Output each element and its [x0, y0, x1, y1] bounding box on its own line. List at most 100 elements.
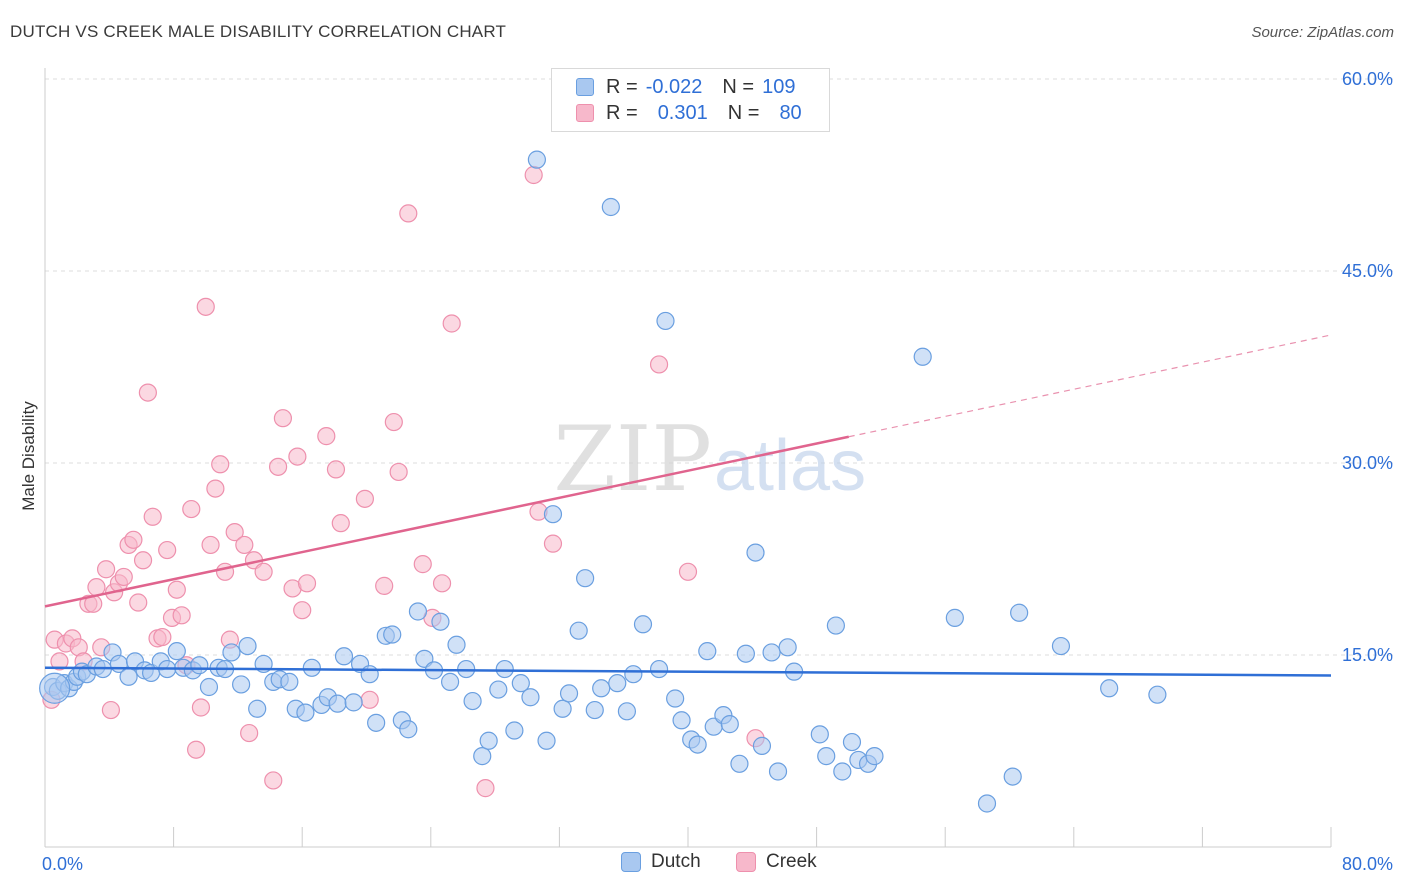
creek-point [167, 580, 186, 599]
dutch-point [222, 643, 241, 662]
dutch-point [736, 644, 755, 663]
creek-point [187, 740, 206, 759]
bottom-legend-dutch: Dutch [621, 851, 701, 873]
dutch-point [720, 715, 739, 734]
dutch-point [527, 150, 546, 169]
dutch-point [666, 689, 685, 708]
dutch-point [569, 621, 588, 640]
dutch-point [592, 679, 611, 698]
dutch-point [238, 636, 257, 656]
creek-point [268, 457, 288, 476]
creek-trend-extension [848, 334, 1332, 438]
creek-point [399, 204, 418, 223]
creek-points [42, 165, 765, 798]
dutch-point [778, 638, 797, 657]
dutch-point [328, 694, 347, 713]
creek-point [211, 455, 230, 474]
creek-point [96, 560, 116, 579]
creek-point [182, 499, 201, 519]
creek-point [355, 489, 374, 508]
dutch-point [399, 720, 418, 739]
dutch-point [167, 642, 186, 661]
dutch-point [473, 747, 492, 766]
creek-point [206, 479, 225, 498]
tick-labels: 15.0% 30.0% 45.0% 60.0% 0.0% 80.0% [42, 69, 1393, 874]
dutch-point [463, 691, 482, 711]
dutch-point [624, 665, 643, 684]
dutch-point [232, 675, 251, 694]
creek-point [196, 297, 215, 316]
creek-point [297, 574, 317, 593]
creek-point [225, 523, 244, 542]
dutch-point [576, 569, 595, 588]
dutch-point [730, 754, 749, 773]
dutch-point [521, 688, 540, 707]
creek-point [133, 551, 153, 570]
bottom-legend-creek: Creek [736, 851, 817, 873]
creek-point [172, 606, 191, 625]
creek-point [678, 562, 698, 581]
creek-point [413, 555, 432, 574]
dutch-point [39, 672, 71, 704]
creek-point [326, 460, 346, 479]
creek-point [524, 165, 543, 185]
dutch-point [865, 747, 884, 766]
legend-row-dutch: R = -0.022 N = 109 [576, 75, 795, 99]
y-tick-label: 45.0% [1342, 261, 1393, 281]
trend-lines [44, 334, 1332, 677]
watermark-zip: ZIP [553, 407, 712, 512]
chart-title: DUTCH VS CREEK MALE DISABILITY CORRELATI… [10, 22, 507, 41]
dutch-point [408, 602, 428, 621]
creek-point [201, 535, 220, 555]
dutch-point [1003, 767, 1022, 786]
dutch-point [431, 612, 450, 631]
creek-point [360, 690, 379, 709]
dutch-point [585, 700, 604, 720]
creek-point [384, 412, 403, 432]
dutch-swatch [576, 78, 594, 96]
dutch-point [762, 643, 781, 662]
creek-swatch [576, 104, 594, 122]
creek-point [288, 447, 307, 466]
dutch-point [810, 725, 829, 744]
creek-point [138, 383, 157, 402]
dutch-point [479, 731, 498, 750]
dutch-point [248, 699, 267, 718]
dutch-point [383, 625, 402, 644]
y-axis-label: Male Disability [19, 401, 38, 511]
bottom-creek-swatch [736, 852, 756, 872]
creek-point [101, 700, 121, 720]
bottom-dutch-label: Dutch [651, 851, 701, 872]
creek-point [50, 652, 69, 671]
dutch-point [119, 667, 138, 686]
dutch-point [617, 702, 637, 721]
dutch-point [842, 732, 862, 752]
dutch-point [296, 703, 315, 722]
dutch-n-label: N = [722, 75, 755, 98]
dutch-point [511, 674, 530, 693]
bottom-dutch-swatch [621, 852, 641, 872]
creek-r-label: R = [606, 101, 638, 124]
dutch-point [190, 656, 209, 675]
dutch-point [649, 659, 669, 679]
dutch-point [1051, 636, 1071, 656]
dutch-point [746, 543, 765, 562]
creek-point [124, 530, 143, 549]
dutch-point [553, 699, 572, 718]
dutch-trend-line [44, 666, 1332, 677]
legend-row-creek: R = 0.301 N = 80 [576, 101, 802, 125]
creek-point [240, 723, 259, 743]
creek-point [264, 771, 283, 790]
creek-point [235, 535, 254, 555]
y-tick-label: 30.0% [1342, 453, 1393, 473]
source-label: Source: ZipAtlas.com [1251, 24, 1394, 41]
creek-point [273, 409, 293, 428]
dutch-point [280, 672, 299, 691]
creek-point [543, 534, 563, 553]
dutch-point [1100, 679, 1119, 698]
dutch-point [199, 677, 219, 697]
stats-legend: R = -0.022 N = 109 R = 0.301 N = 80 [551, 68, 830, 132]
dutch-point [601, 197, 620, 217]
dutch-point [826, 616, 845, 635]
x-tick-label: 80.0% [1342, 854, 1393, 874]
